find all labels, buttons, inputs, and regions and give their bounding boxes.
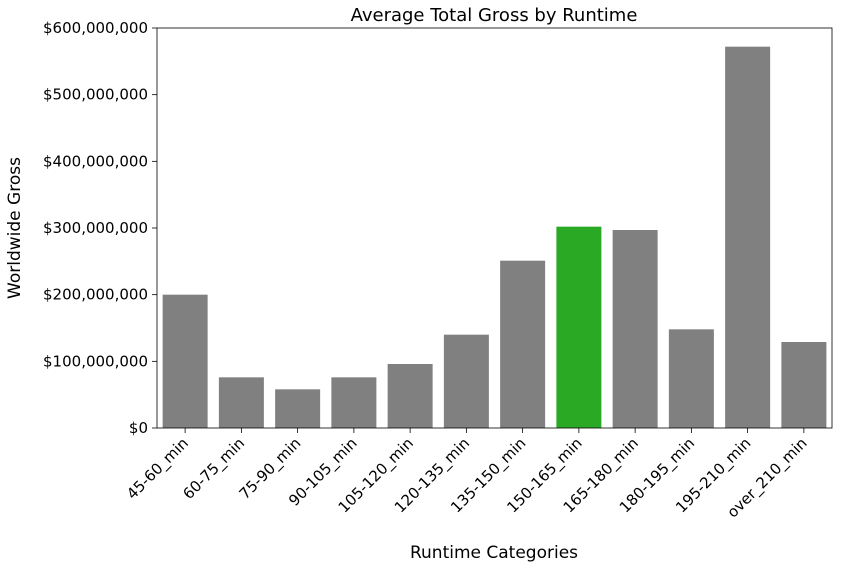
bar-120-135_min [443, 334, 489, 428]
y-axis-label: Worldwide Gross [5, 157, 25, 299]
bar-165-180_min [612, 230, 658, 428]
bar-60-75_min [218, 377, 264, 428]
bar-90-105_min [331, 377, 377, 428]
bar-135-150_min [500, 260, 546, 428]
x-axis: 45-60_min60-75_min75-90_min90-105_min105… [123, 428, 811, 522]
bar-150-165_min [556, 226, 602, 428]
bar-180-195_min [668, 329, 714, 428]
y-tick-label: $200,000,000 [43, 286, 148, 304]
x-axis-label: Runtime Categories [410, 543, 578, 563]
chart-title: Average Total Gross by Runtime [351, 5, 638, 26]
bar-75-90_min [275, 389, 321, 428]
y-tick-label: $400,000,000 [43, 152, 148, 170]
y-tick-label: $0 [129, 419, 148, 437]
y-tick-label: $300,000,000 [43, 219, 148, 237]
bar-195-210_min [725, 46, 771, 429]
y-tick-label: $600,000,000 [43, 19, 148, 37]
y-tick-label: $100,000,000 [43, 352, 148, 370]
bar-over_210_min [781, 342, 827, 428]
bar-105-120_min [387, 364, 433, 428]
y-axis: $0 $100,000,000 $200,000,000 $300,000,000 $4… [43, 19, 157, 437]
y-tick-label: $500,000,000 [43, 86, 148, 104]
bars [162, 46, 827, 429]
bar-45-60_min [162, 294, 208, 428]
